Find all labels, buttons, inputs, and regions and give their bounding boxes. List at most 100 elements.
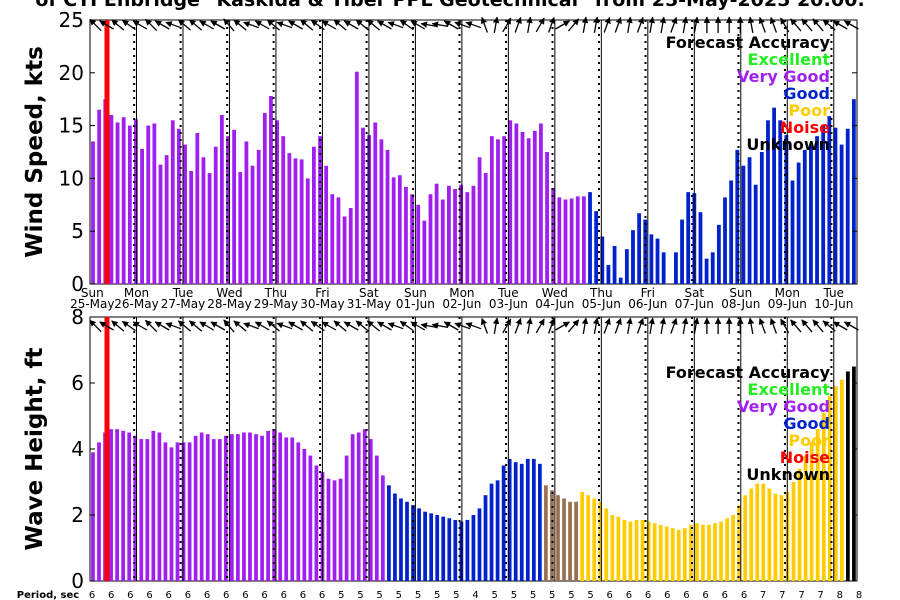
wind-direction-arrow xyxy=(343,20,359,30)
wind-bar xyxy=(809,144,813,284)
wind-bar xyxy=(526,138,531,284)
wind-direction-arrow xyxy=(387,21,404,29)
wind-bar xyxy=(115,122,120,285)
wave-direction-arrow xyxy=(288,321,303,331)
day-label: Wed xyxy=(216,286,242,300)
wind-bar xyxy=(342,216,347,284)
wave-bar xyxy=(399,498,403,581)
wind-bar xyxy=(772,107,776,285)
wind-direction-arrow xyxy=(443,20,459,30)
wind-speed-panel: 0 5 10 15 20 25 Wind Speed, kts Forecast Accura… xyxy=(22,8,859,296)
period-value: 5 xyxy=(568,590,574,600)
wind-bar xyxy=(348,207,353,284)
wind-bar xyxy=(778,120,783,284)
wave-bar xyxy=(640,519,645,581)
wind-direction-arrow xyxy=(822,19,836,31)
date-label: 02-Jun xyxy=(442,297,481,311)
wind-direction-arrow xyxy=(199,20,214,30)
wind-bar xyxy=(170,120,175,284)
wind-bar xyxy=(569,198,574,284)
wave-direction-arrow xyxy=(567,319,580,333)
wind-bar xyxy=(183,144,187,284)
wave-bar xyxy=(175,442,180,581)
period-value: 6 xyxy=(89,590,95,600)
wind-bar xyxy=(729,180,734,284)
wave-bar xyxy=(767,488,772,581)
wave-bar xyxy=(405,501,409,581)
wind-direction-arrow xyxy=(377,20,392,30)
wave-bar xyxy=(441,516,446,581)
wind-bar xyxy=(796,162,801,284)
wind-bar xyxy=(753,184,758,284)
wave-direction-arrow xyxy=(89,319,102,333)
wave-direction-arrow xyxy=(801,319,813,333)
wind-bar xyxy=(845,128,850,284)
wind-direction-arrow xyxy=(592,16,600,34)
wind-bar xyxy=(631,230,635,284)
wind-bar xyxy=(293,158,298,284)
wave-bar xyxy=(531,458,536,581)
wind-bar xyxy=(649,234,654,284)
wave-bar xyxy=(616,516,621,581)
period-value: 6 xyxy=(166,590,172,600)
wave-bar xyxy=(513,462,518,581)
wave-direction-arrow xyxy=(614,317,622,334)
wave-direction-arrow xyxy=(648,317,655,335)
period-value: 4 xyxy=(472,590,478,600)
wind-direction-arrow xyxy=(626,16,633,34)
wave-bar xyxy=(115,429,119,581)
period-value: 6 xyxy=(300,590,306,600)
wave-direction-arrow xyxy=(343,321,359,331)
wave-bar xyxy=(169,447,174,581)
wind-direction-arrow xyxy=(145,18,158,32)
wind-legend-title: Forecast Accuracy xyxy=(666,33,831,52)
wind-bar xyxy=(121,117,126,285)
wind-bar xyxy=(686,192,691,284)
wave-bar xyxy=(393,493,397,581)
wind-direction-arrow xyxy=(189,19,203,31)
wave-direction-arrow xyxy=(387,322,404,330)
wind-bar xyxy=(545,152,549,284)
wind-legend-entry: Very Good xyxy=(737,67,830,86)
date-label: 28-May xyxy=(207,297,251,311)
wave-ytick-label: 8 xyxy=(71,305,84,329)
wave-direction-arrow xyxy=(843,321,859,331)
wave-direction-arrow xyxy=(399,320,414,332)
wind-bar xyxy=(471,185,476,284)
wave-direction-arrow xyxy=(790,319,802,333)
date-label: 06-Jun xyxy=(628,297,667,311)
wave-bar xyxy=(495,480,500,581)
period-value: 7 xyxy=(817,590,823,600)
date-label: 07-Jun xyxy=(675,297,714,311)
wind-ytick-label: 20 xyxy=(59,61,84,85)
wave-direction-arrow xyxy=(780,318,790,334)
period-value: 5 xyxy=(415,590,421,600)
date-label: 08-Jun xyxy=(721,297,760,311)
wind-bar xyxy=(821,125,826,284)
wind-direction-arrow xyxy=(603,16,611,33)
wave-bar xyxy=(290,437,295,581)
wave-bar xyxy=(236,434,240,581)
wind-direction-arrow xyxy=(581,16,589,34)
wave-bar xyxy=(731,515,735,581)
wind-direction-arrow xyxy=(780,17,790,33)
wave-bar xyxy=(556,495,560,581)
wind-bar xyxy=(698,212,703,284)
wave-bar xyxy=(670,528,675,581)
wind-bar xyxy=(134,119,138,284)
wind-bar xyxy=(453,188,457,284)
wave-direction-arrow xyxy=(592,317,600,335)
wave-bar xyxy=(664,526,669,581)
wind-bar xyxy=(219,115,224,284)
period-value: 5 xyxy=(530,590,536,600)
wind-direction-arrow xyxy=(399,19,414,31)
period-value: 6 xyxy=(108,590,114,600)
wave-direction-arrow xyxy=(812,319,824,333)
wave-bar xyxy=(562,498,566,581)
wave-bar xyxy=(471,515,476,581)
period-value: 5 xyxy=(376,590,382,600)
period-value: 6 xyxy=(683,590,689,600)
wave-bar xyxy=(435,515,440,581)
wind-bar xyxy=(446,185,451,284)
wind-axis-label: Wind Speed, kts xyxy=(22,46,48,258)
